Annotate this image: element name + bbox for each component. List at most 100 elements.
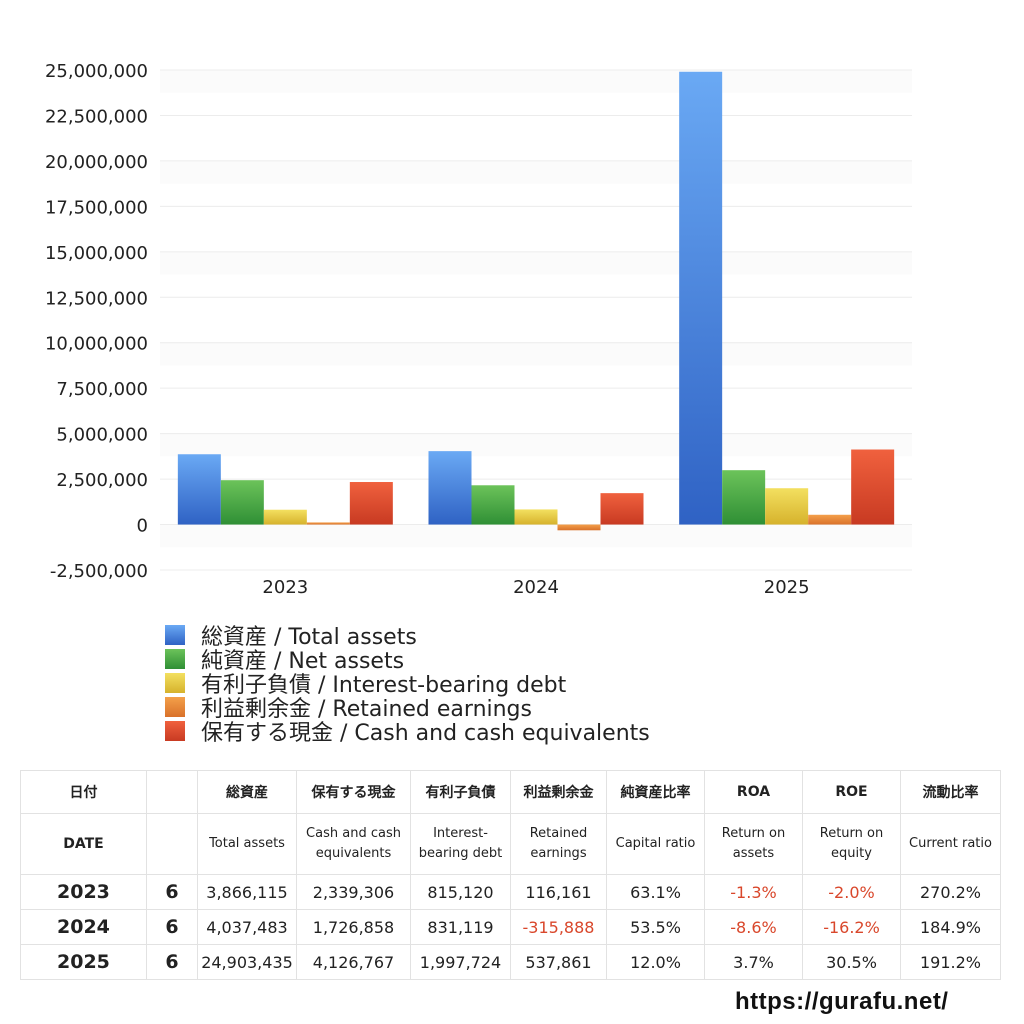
legend-swatch-cash <box>165 721 185 741</box>
bar <box>263 509 307 525</box>
y-tick-label: 5,000,000 <box>56 425 148 446</box>
debt-cell: 815,120 <box>410 874 511 910</box>
bar <box>471 485 515 525</box>
table-row: 2023 6 3,866,115 2,339,306 815,120 116,1… <box>20 874 1001 910</box>
x-tick-label: 2024 <box>513 577 559 598</box>
legend: 総資産 / Total assets 純資産 / Net assets 有利子負… <box>165 623 650 746</box>
x-tick-label: 2025 <box>764 577 810 598</box>
total-assets-cell: 24,903,435 <box>197 944 297 980</box>
capital-ratio-cell: 12.0% <box>606 944 705 980</box>
header-cell: 利益剰余金 <box>510 770 607 814</box>
bar <box>851 449 895 525</box>
bar <box>306 522 350 525</box>
legend-label: 保有する現金 / Cash and cash equivalents <box>201 721 650 746</box>
header-cell: Capital ratio <box>606 813 705 875</box>
roa-cell: 3.7% <box>704 944 803 980</box>
grid-band <box>160 342 912 366</box>
header-row-ja: 日付 総資産 保有する現金 有利子負債 利益剰余金 純資産比率 ROA ROE … <box>20 770 1001 814</box>
legend-label: 有利子負債 / Interest-bearing debt <box>201 673 567 698</box>
current-ratio-cell: 191.2% <box>900 944 1001 980</box>
capital-ratio-cell: 63.1% <box>606 874 705 910</box>
legend-item: 有利子負債 / Interest-bearing debt <box>165 671 650 698</box>
y-tick-label: 12,500,000 <box>45 288 148 309</box>
retained-cell: 116,161 <box>510 874 607 910</box>
header-cell: 流動比率 <box>900 770 1001 814</box>
header-cell: Return on assets <box>704 813 803 875</box>
legend-item: 保有する現金 / Cash and cash equivalents <box>165 719 650 746</box>
legend-swatch-total-assets <box>165 625 185 645</box>
roa-cell: -1.3% <box>704 874 803 910</box>
table-row: 2025 6 24,903,435 4,126,767 1,997,724 53… <box>20 944 1001 980</box>
current-ratio-cell: 270.2% <box>900 874 1001 910</box>
y-tick-label: 20,000,000 <box>45 152 148 173</box>
grid-band <box>160 70 912 93</box>
x-tick-label: 2023 <box>262 577 308 598</box>
bar <box>428 451 472 525</box>
y-tick-label: 22,500,000 <box>45 106 148 127</box>
year-cell: 2025 <box>20 944 147 980</box>
bars <box>177 71 895 531</box>
grid-band <box>160 388 912 411</box>
year-cell: 2023 <box>20 874 147 910</box>
bar <box>808 514 852 525</box>
grid-band <box>160 297 912 320</box>
month-cell: 6 <box>146 909 198 945</box>
month-cell: 6 <box>146 944 198 980</box>
x-axis: 2023 2024 2025 <box>262 577 809 598</box>
y-axis: 25,000,000 22,500,000 20,000,000 17,500,000… <box>45 61 148 582</box>
cash-cell: 2,339,306 <box>296 874 411 910</box>
header-cell: ROE <box>802 770 901 814</box>
legend-swatch-net-assets <box>165 649 185 669</box>
debt-cell: 1,997,724 <box>410 944 511 980</box>
grid-band <box>160 524 912 548</box>
bar-chart: 25,000,000 22,500,000 20,000,000 17,500,000… <box>45 61 912 598</box>
header-cell: Interest-bearing debt <box>410 813 511 875</box>
header-cell: 純資産比率 <box>606 770 705 814</box>
grid-lines <box>160 69 912 571</box>
header-cell: DATE <box>20 813 147 875</box>
legend-label: 総資産 / Total assets <box>201 625 417 650</box>
bar <box>349 482 393 525</box>
legend-swatch-retained <box>165 697 185 717</box>
header-cell <box>146 770 198 814</box>
capital-ratio-cell: 53.5% <box>606 909 705 945</box>
header-cell: ROA <box>704 770 803 814</box>
table-row: 2024 6 4,037,483 1,726,858 831,119 -315,… <box>20 909 1001 945</box>
header-row-en: DATE Total assets Cash and cash equivale… <box>20 813 1001 875</box>
bar <box>514 509 558 525</box>
cash-cell: 1,726,858 <box>296 909 411 945</box>
legend-swatch-debt <box>165 673 185 693</box>
header-cell: Return on equity <box>802 813 901 875</box>
grid-band <box>160 115 912 139</box>
y-tick-label: 10,000,000 <box>45 334 148 355</box>
roa-cell: -8.6% <box>704 909 803 945</box>
legend-item: 利益剰余金 / Retained earnings <box>165 695 650 722</box>
legend-label: 純資産 / Net assets <box>201 649 405 674</box>
header-cell: Retained earnings <box>510 813 607 875</box>
bar <box>600 493 644 525</box>
header-cell: 総資産 <box>197 770 297 814</box>
roe-cell: -16.2% <box>802 909 901 945</box>
total-assets-cell: 4,037,483 <box>197 909 297 945</box>
bar <box>557 524 601 531</box>
header-cell: Total assets <box>197 813 297 875</box>
retained-cell: -315,888 <box>510 909 607 945</box>
year-cell: 2024 <box>20 909 147 945</box>
y-tick-label: 0 <box>137 516 148 537</box>
y-tick-label: -2,500,000 <box>50 561 148 582</box>
debt-cell: 831,119 <box>410 909 511 945</box>
grid-band <box>160 433 912 457</box>
financial-table: 日付 総資産 保有する現金 有利子負債 利益剰余金 純資産比率 ROA ROE … <box>20 770 1001 980</box>
legend-item: 純資産 / Net assets <box>165 647 650 674</box>
header-cell: 有利子負債 <box>410 770 511 814</box>
roe-cell: 30.5% <box>802 944 901 980</box>
bar <box>765 488 809 525</box>
y-tick-label: 2,500,000 <box>56 470 148 491</box>
y-tick-label: 25,000,000 <box>45 61 148 82</box>
legend-item: 総資産 / Total assets <box>165 623 650 650</box>
y-tick-label: 15,000,000 <box>45 243 148 264</box>
bar <box>220 480 264 525</box>
header-cell: Current ratio <box>900 813 1001 875</box>
cash-cell: 4,126,767 <box>296 944 411 980</box>
header-cell: Cash and cash equivalents <box>296 813 411 875</box>
